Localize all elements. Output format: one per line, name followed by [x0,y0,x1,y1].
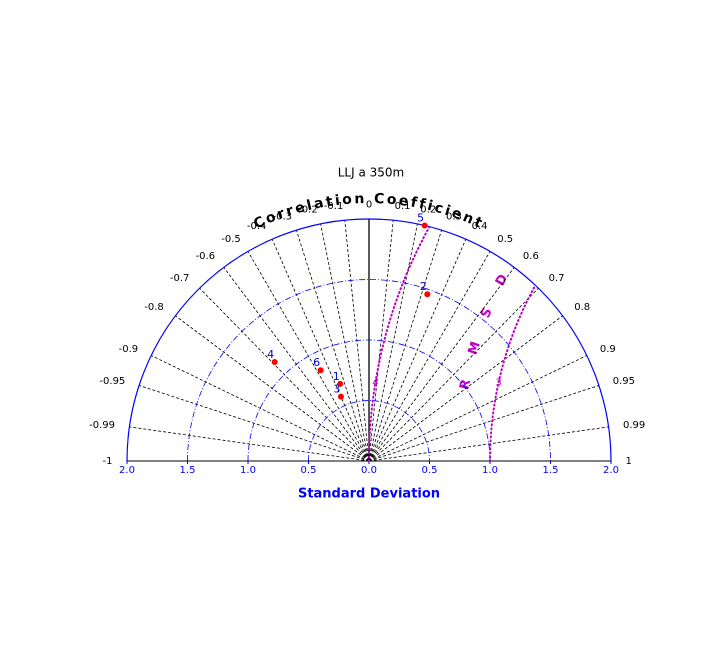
corr-tick-label: -0.95 [99,376,125,387]
corr-tick-label: 0.95 [613,376,635,387]
outer-circle [126,218,612,462]
corr-tick-label: 0.8 [574,302,590,313]
corr-tick-label: -0.99 [89,420,115,431]
corr-tick-label: -0.1 [324,201,344,212]
rmsd-contours [368,219,611,461]
x-axis-label: Standard Deviation [298,487,440,502]
point-label: 3 [333,383,340,396]
corr-line [368,426,609,462]
corr-tick-label: -0.9 [119,344,139,355]
x-tick-label: 0.0 [361,465,377,476]
x-tick-label: 0.5 [422,465,438,476]
corr-line [151,355,370,462]
plot-area: -1 -0.99 -0.95 -0.9 -0.8 -0.7 -0.6 -0.5 -0.4 -0.3… [89,199,645,476]
corr-tick-label: 0.3 [446,211,462,222]
point [271,359,278,366]
corr-tick-label: 0 [366,199,372,210]
corr-tick-label: 0.5 [497,234,513,245]
corr-tick-label: -0.5 [221,234,241,245]
corr-tick-label: 0.1 [395,201,411,212]
point [421,222,428,229]
point-label: 4 [267,348,274,361]
corr-tick-label: 0.7 [549,273,565,284]
corr-line [296,230,370,462]
x-tick-label: 1.0 [240,465,256,476]
x-tick-label: 1.5 [543,465,559,476]
corr-tick-label: -0.3 [273,211,293,222]
corr-tick-label: 0.6 [523,251,539,262]
corr-line [368,355,587,462]
x-tick-label: 2.0 [119,465,135,476]
rmsd-contour-label: 3 [495,377,501,388]
point [424,291,431,298]
point-label: 2 [420,280,427,293]
corr-tick-label: 0.9 [600,344,616,355]
x-tick-label: 1.0 [482,465,498,476]
corr-tick-label: -1 [102,456,112,467]
point [337,380,344,387]
corr-tick-label: 1 [626,456,632,467]
x-tick-label: 1.5 [180,465,196,476]
corr-line [129,426,370,462]
point [317,367,324,374]
point-label: 6 [313,356,320,369]
chart-title: LLJ a 350m [338,166,405,180]
point-label: 1 [333,370,340,383]
rmsd-contour-label: 4 [372,377,378,388]
corr-tick-label: -0.8 [144,302,164,313]
x-tick-label: 0.5 [301,465,317,476]
std-circle [247,339,491,462]
corr-tick-label: -0.4 [247,221,267,232]
rmsd-contour [489,219,611,461]
point [337,393,344,400]
corr-tick-label: 0.99 [623,420,645,431]
corr-tick-label: -0.7 [170,273,190,284]
rmsd-contour [368,219,611,461]
corr-line [368,230,442,462]
corr-tick-label: 0.2 [420,205,436,216]
corr-tick-label: -0.6 [196,251,216,262]
corr-tick-label: 0.4 [472,221,488,232]
point-label: 5 [417,211,424,224]
corr-tick-label: -0.2 [298,205,318,216]
std-circle [308,400,430,462]
x-tick-label: 2.0 [603,465,619,476]
